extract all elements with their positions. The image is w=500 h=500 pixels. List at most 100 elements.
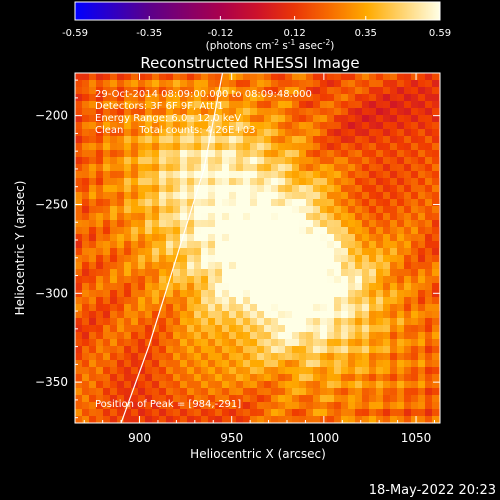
heatmap-cell <box>208 73 216 81</box>
heatmap-cell <box>348 353 356 361</box>
heatmap-cell <box>166 255 174 263</box>
heatmap-cell <box>320 262 328 270</box>
heatmap-cell <box>306 234 314 242</box>
heatmap-cell <box>390 360 398 368</box>
heatmap-cell <box>236 346 244 354</box>
heatmap-cell <box>411 318 419 326</box>
heatmap-cell <box>327 171 335 179</box>
heatmap-cell <box>138 136 146 144</box>
heatmap-cell <box>418 94 426 102</box>
heatmap-cell <box>103 171 111 179</box>
heatmap-cell <box>271 157 279 165</box>
heatmap-cell <box>131 206 139 214</box>
heatmap-cell <box>103 262 111 270</box>
heatmap-cell <box>292 269 300 277</box>
heatmap-cell <box>243 220 251 228</box>
heatmap-cell <box>96 297 104 305</box>
heatmap-cell <box>194 416 202 423</box>
heatmap-cell <box>229 164 237 172</box>
heatmap-cell <box>96 255 104 263</box>
heatmap-cell <box>201 388 209 396</box>
heatmap-cell <box>285 101 293 109</box>
heatmap-cell <box>117 367 125 375</box>
heatmap-cell <box>145 388 153 396</box>
heatmap-cell <box>418 227 426 235</box>
heatmap-cell <box>425 283 433 291</box>
heatmap-cell <box>131 164 139 172</box>
heatmap-cell <box>425 304 433 312</box>
heatmap-cell <box>285 388 293 396</box>
heatmap-cell <box>313 374 321 382</box>
heatmap-cell <box>306 374 314 382</box>
heatmap-cell <box>131 388 139 396</box>
heatmap-cell <box>432 255 440 263</box>
heatmap-cell <box>348 101 356 109</box>
heatmap-cell <box>369 346 377 354</box>
heatmap-cell <box>138 108 146 116</box>
heatmap-cell <box>145 353 153 361</box>
heatmap-cell <box>152 136 160 144</box>
heatmap-cell <box>341 206 349 214</box>
heatmap-cell <box>334 262 342 270</box>
heatmap-cell <box>229 108 237 116</box>
heatmap-cell <box>369 136 377 144</box>
heatmap-cell <box>257 171 265 179</box>
heatmap-cell <box>320 241 328 249</box>
heatmap-cell <box>82 101 90 109</box>
heatmap-cell <box>229 94 237 102</box>
heatmap-cell <box>334 283 342 291</box>
heatmap-cell <box>285 381 293 389</box>
heatmap-cell <box>131 241 139 249</box>
heatmap-cell <box>173 304 181 312</box>
heatmap-cell <box>159 178 167 186</box>
heatmap-cell <box>110 199 118 207</box>
heatmap-cell <box>383 199 391 207</box>
heatmap-cell <box>355 206 363 214</box>
heatmap-cell <box>313 395 321 403</box>
heatmap-cell <box>341 283 349 291</box>
heatmap-cell <box>369 122 377 130</box>
heatmap-cell <box>222 80 230 88</box>
heatmap-cell <box>334 143 342 151</box>
heatmap-cell <box>376 136 384 144</box>
heatmap-cell <box>117 73 125 81</box>
heatmap-cell <box>82 346 90 354</box>
heatmap-cell <box>292 80 300 88</box>
heatmap-cell <box>152 381 160 389</box>
heatmap-cell <box>292 381 300 389</box>
heatmap-cell <box>208 304 216 312</box>
heatmap-cell <box>243 73 251 81</box>
heatmap-cell <box>75 269 83 277</box>
heatmap-cell <box>152 129 160 137</box>
heatmap-cell <box>208 353 216 361</box>
heatmap-cell <box>180 150 188 158</box>
heatmap-cell <box>362 171 370 179</box>
heatmap-cell <box>404 325 412 333</box>
heatmap-cell <box>264 157 272 165</box>
heatmap-cell <box>110 353 118 361</box>
heatmap-cell <box>75 192 83 200</box>
heatmap-cell <box>215 248 223 256</box>
heatmap-cell <box>299 276 307 284</box>
heatmap-cell <box>243 136 251 144</box>
heatmap-cell <box>418 395 426 403</box>
heatmap-cell <box>418 220 426 228</box>
heatmap-cell <box>236 220 244 228</box>
heatmap-cell <box>110 325 118 333</box>
heatmap-cell <box>89 234 97 242</box>
heatmap-cell <box>222 339 230 347</box>
heatmap-cell <box>124 248 132 256</box>
heatmap-cell <box>376 283 384 291</box>
heatmap-cell <box>271 402 279 410</box>
heatmap-cell <box>285 339 293 347</box>
heatmap-cell <box>89 388 97 396</box>
heatmap-cell <box>376 157 384 165</box>
y-tick-label: −300 <box>35 286 68 300</box>
heatmap-cell <box>131 227 139 235</box>
heatmap-cell <box>362 325 370 333</box>
heatmap-cell <box>362 241 370 249</box>
heatmap-cell <box>418 325 426 333</box>
heatmap-cell <box>89 73 97 81</box>
heatmap-cell <box>397 178 405 186</box>
heatmap-cell <box>418 416 426 423</box>
